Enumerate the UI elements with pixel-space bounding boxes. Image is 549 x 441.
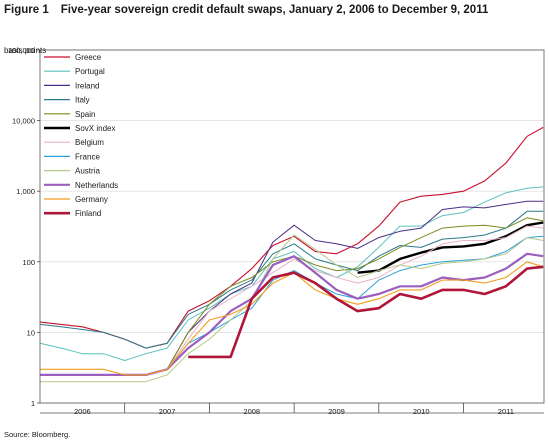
plot-border [39, 49, 545, 404]
figure-number: Figure 1 [4, 4, 49, 16]
chart-title: Five-year sovereign credit default swaps… [60, 4, 489, 16]
series-line-austria [40, 234, 544, 383]
legend-label: Ireland [75, 81, 99, 90]
y-axis-label: basis points [4, 46, 47, 55]
x-axis: 2006 2007 2008 2009 2010 2011 [40, 403, 544, 416]
legend-label: Netherlands [75, 181, 118, 190]
series-line-finland [188, 265, 544, 359]
series-line-portugal [39, 186, 544, 361]
legend-label: Belgium [75, 138, 104, 147]
plot-frame [39, 49, 545, 404]
series-layer [39, 126, 544, 383]
legend-label: Finland [75, 209, 101, 218]
legend-label: Italy [75, 96, 90, 105]
x-tick-label: 2009 [328, 407, 345, 416]
figure-title: Figure 1 Five-year sovereign credit defau… [4, 4, 488, 16]
y-tick-label: 100 [22, 258, 35, 267]
x-tick-label: 2008 [243, 407, 260, 416]
x-tick-label: 2007 [159, 407, 176, 416]
legend: Greece Portugal Ireland Italy Spain SovX inde… [44, 53, 118, 218]
series-line-sovx-index [357, 221, 544, 274]
y-tick-label: 1 [31, 399, 35, 408]
series-line-spain [40, 217, 544, 376]
y-tick-label: 100,000 [8, 46, 35, 55]
legend-label: France [75, 152, 100, 161]
legend-label: Greece [75, 53, 102, 62]
series-line-ireland [40, 200, 544, 376]
x-tick-label: 2006 [74, 407, 91, 416]
series-line-belgium [40, 225, 544, 376]
series-line-italy [39, 210, 544, 349]
legend-label: Spain [75, 110, 95, 119]
legend-label: Germany [75, 195, 108, 204]
legend-label: Portugal [75, 67, 105, 76]
legend-label: Austria [75, 167, 100, 176]
legend-label: SovX index [75, 124, 115, 133]
y-tick-label: 10,000 [12, 117, 35, 126]
source-note: Source: Bloomberg. [4, 430, 71, 439]
y-tick-label: 10 [27, 328, 35, 337]
y-tick-label: 1,000 [16, 187, 35, 196]
y-axis: 1 10 100 1,000 10,000 100,000 [8, 46, 40, 408]
x-tick-label: 2011 [498, 407, 514, 416]
x-tick-label: 2010 [413, 407, 430, 416]
